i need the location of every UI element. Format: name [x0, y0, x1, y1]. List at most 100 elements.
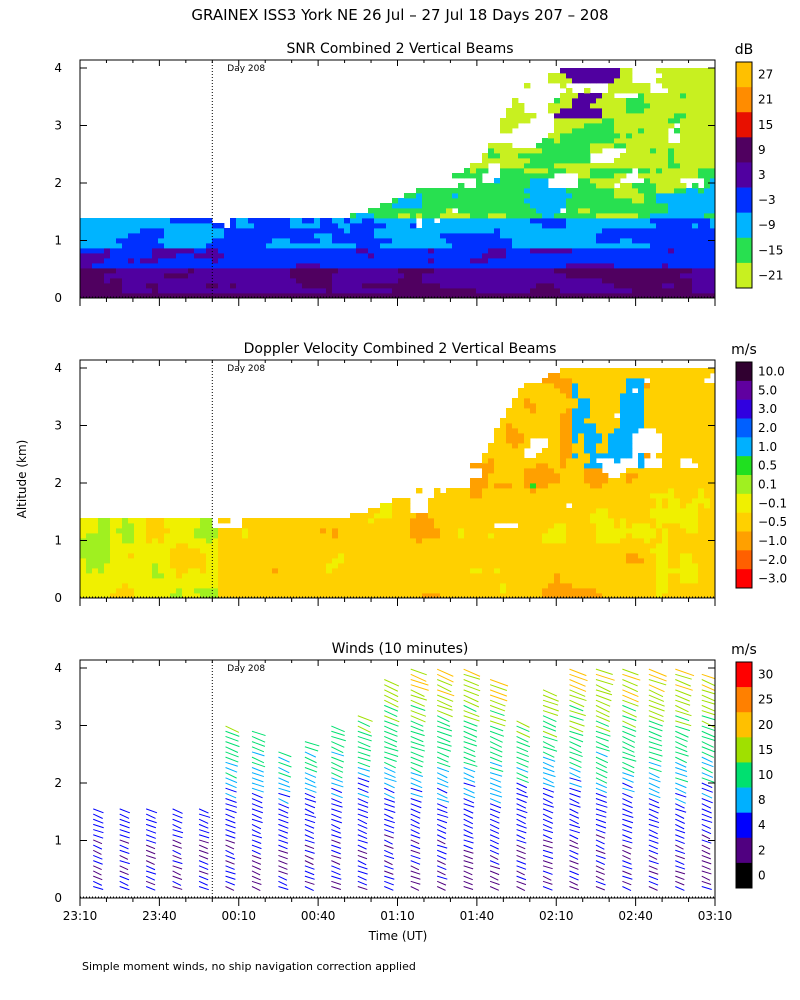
snr-heatmap-cell	[512, 248, 519, 254]
snr-heatmap-cell	[422, 288, 429, 294]
doppler-heatmap-cell	[572, 413, 579, 419]
snr-heatmap-cell	[638, 228, 645, 234]
snr-heatmap-cell	[632, 228, 639, 234]
snr-heatmap-cell	[410, 293, 417, 298]
snr-heatmap-cell	[338, 283, 345, 289]
snr-heatmap-cell	[164, 288, 171, 294]
doppler-heatmap-cell	[620, 453, 627, 459]
doppler-heatmap-cell	[254, 533, 261, 539]
doppler-heatmap-cell	[314, 578, 321, 584]
snr-heatmap-cell	[656, 133, 663, 139]
doppler-heatmap-cell	[272, 573, 279, 579]
doppler-heatmap-cell	[548, 558, 555, 564]
snr-heatmap-cell	[566, 258, 573, 264]
snr-heatmap-cell	[92, 248, 99, 254]
doppler-heatmap-cell	[488, 488, 495, 494]
snr-heatmap-cell	[644, 293, 651, 298]
snr-heatmap-cell	[368, 268, 375, 274]
doppler-heatmap-cell	[614, 548, 621, 554]
snr-heatmap-cell	[272, 288, 279, 294]
snr-heatmap-cell	[470, 248, 477, 254]
doppler-heatmap-cell	[134, 548, 141, 554]
doppler-heatmap-cell	[374, 513, 381, 519]
doppler-heatmap-cell	[584, 413, 591, 419]
snr-heatmap-cell	[686, 223, 693, 229]
doppler-heatmap-cell	[482, 468, 489, 474]
doppler-heatmap-cell	[140, 588, 147, 594]
snr-heatmap-cell	[578, 133, 585, 139]
doppler-heatmap-cell	[452, 568, 459, 574]
snr-heatmap-cell	[596, 133, 603, 139]
doppler-heatmap-cell	[224, 538, 231, 544]
doppler-heatmap-cell	[554, 468, 561, 474]
doppler-heatmap-cell	[620, 483, 627, 489]
doppler-heatmap-cell	[614, 533, 621, 539]
snr-heatmap-cell	[266, 283, 273, 289]
doppler-heatmap-cell	[620, 593, 627, 598]
snr-heatmap-cell	[554, 108, 561, 114]
snr-heatmap-cell	[566, 233, 573, 239]
doppler-heatmap-cell	[506, 438, 513, 444]
snr-heatmap-cell	[380, 273, 387, 279]
snr-heatmap-cell	[272, 268, 279, 274]
doppler-heatmap-cell	[254, 578, 261, 584]
snr-heatmap-cell	[614, 113, 621, 119]
snr-heatmap-cell	[158, 268, 165, 274]
doppler-heatmap-cell	[548, 538, 555, 544]
snr-heatmap-cell	[152, 233, 159, 239]
doppler-heatmap-cell	[566, 573, 573, 579]
snr-heatmap-cell	[158, 278, 165, 284]
snr-heatmap-cell	[692, 218, 699, 224]
doppler-heatmap-cell	[170, 523, 177, 529]
doppler-heatmap-cell	[404, 573, 411, 579]
snr-heatmap-cell	[206, 268, 213, 274]
snr-heatmap-cell	[506, 263, 513, 269]
doppler-heatmap-cell	[608, 503, 615, 509]
doppler-heatmap-cell	[176, 568, 183, 574]
doppler-heatmap-cell	[230, 563, 237, 569]
doppler-heatmap-cell	[440, 593, 447, 598]
snr-heatmap-cell	[206, 253, 213, 259]
doppler-heatmap-cell	[308, 553, 315, 559]
snr-heatmap-cell	[428, 293, 435, 298]
snr-panel-title: SNR Combined 2 Vertical Beams	[286, 41, 513, 57]
snr-heatmap-cell	[560, 83, 567, 89]
doppler-heatmap-cell	[500, 553, 507, 559]
snr-heatmap-cell	[560, 118, 567, 124]
snr-heatmap-cell	[674, 213, 681, 219]
doppler-heatmap-cell	[602, 588, 609, 594]
snr-heatmap-cell	[644, 203, 651, 209]
doppler-heatmap-cell	[338, 533, 345, 539]
doppler-heatmap-cell	[464, 573, 471, 579]
snr-heatmap-cell	[278, 258, 285, 264]
doppler-heatmap-cell	[596, 463, 603, 469]
doppler-heatmap-cell	[524, 383, 531, 389]
snr-heatmap-cell	[512, 123, 519, 129]
snr-heatmap-cell	[626, 68, 633, 74]
doppler-heatmap-cell	[590, 448, 597, 454]
doppler-heatmap-cell	[248, 528, 255, 534]
snr-heatmap-cell	[218, 263, 225, 269]
snr-heatmap-cell	[212, 223, 219, 229]
snr-heatmap-cell	[674, 283, 681, 289]
snr-heatmap-cell	[506, 153, 513, 159]
snr-heatmap-cell	[686, 83, 693, 89]
doppler-heatmap-cell	[140, 533, 147, 539]
doppler-heatmap-cell	[578, 383, 585, 389]
snr-heatmap-cell	[422, 248, 429, 254]
snr-heatmap-cell	[422, 188, 429, 194]
snr-heatmap-cell	[626, 253, 633, 259]
doppler-heatmap-cell	[236, 578, 243, 584]
snr-heatmap-cell	[122, 218, 129, 224]
doppler-heatmap-cell	[590, 383, 597, 389]
doppler-heatmap-cell	[110, 573, 117, 579]
doppler-heatmap-cell	[560, 553, 567, 559]
doppler-heatmap-cell	[608, 518, 615, 524]
doppler-heatmap-cell	[518, 483, 525, 489]
doppler-heatmap-cell	[566, 368, 573, 374]
snr-heatmap-cell	[632, 273, 639, 279]
doppler-heatmap-cell	[614, 443, 621, 449]
snr-heatmap-cell	[482, 268, 489, 274]
snr-heatmap-cell	[554, 138, 561, 144]
doppler-heatmap-cell	[518, 543, 525, 549]
